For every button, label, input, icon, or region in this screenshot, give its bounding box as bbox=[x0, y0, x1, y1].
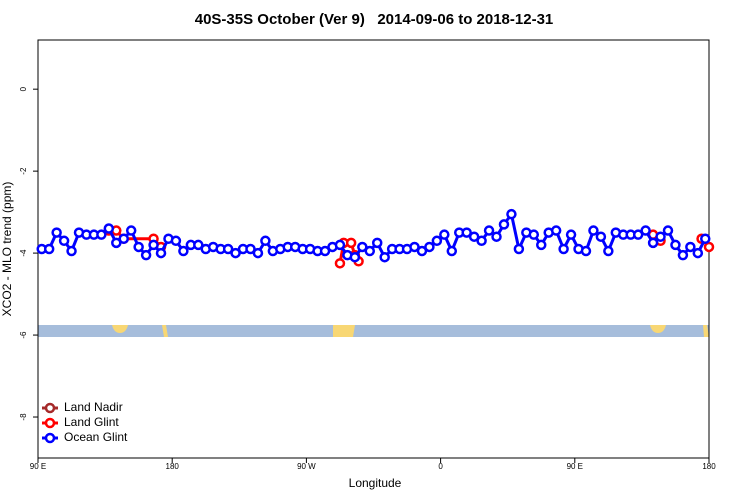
point bbox=[193, 239, 204, 251]
point bbox=[700, 233, 711, 245]
point bbox=[692, 247, 704, 259]
point bbox=[43, 243, 55, 255]
point bbox=[345, 237, 357, 249]
point bbox=[357, 241, 368, 253]
point bbox=[565, 229, 577, 240]
y-axis-label: XCO2 - MLO trend (ppm) bbox=[0, 182, 14, 317]
point bbox=[558, 243, 569, 255]
point bbox=[58, 235, 70, 247]
point bbox=[536, 239, 547, 251]
point bbox=[595, 231, 607, 242]
point bbox=[371, 237, 383, 249]
point bbox=[703, 241, 715, 253]
legend-marker bbox=[44, 402, 56, 414]
point bbox=[66, 245, 77, 257]
point bbox=[677, 249, 689, 261]
map-strip bbox=[38, 325, 709, 337]
point bbox=[528, 229, 540, 240]
point bbox=[550, 225, 562, 236]
point bbox=[178, 245, 189, 257]
chart-title: 40S-35S October (Ver 9) 2014-09-06 to 20… bbox=[195, 11, 554, 28]
point bbox=[506, 208, 517, 220]
point bbox=[409, 241, 420, 253]
point bbox=[647, 237, 659, 249]
legend-marker bbox=[44, 417, 56, 429]
point bbox=[446, 245, 458, 257]
point bbox=[483, 225, 495, 236]
point bbox=[334, 239, 346, 251]
x-tick-label: 90 W bbox=[297, 462, 316, 471]
point bbox=[245, 243, 256, 255]
point bbox=[118, 233, 129, 245]
point bbox=[349, 251, 361, 263]
point bbox=[685, 241, 696, 253]
point bbox=[603, 245, 614, 257]
legend-label: Land Nadir bbox=[64, 400, 123, 414]
point bbox=[424, 241, 435, 253]
point bbox=[513, 243, 525, 255]
point bbox=[125, 225, 137, 236]
point bbox=[170, 235, 182, 247]
y-tick-label: -2 bbox=[19, 167, 28, 175]
point bbox=[662, 225, 674, 236]
point bbox=[111, 237, 122, 249]
point bbox=[140, 249, 152, 261]
point bbox=[96, 229, 107, 240]
legend-label: Ocean Glint bbox=[64, 430, 128, 444]
point bbox=[319, 245, 331, 257]
x-tick-label: 180 bbox=[166, 462, 180, 471]
point bbox=[230, 247, 241, 259]
point bbox=[498, 219, 510, 230]
x-tick-label: 0 bbox=[438, 462, 443, 471]
point bbox=[439, 229, 450, 240]
x-axis-label: Longitude bbox=[349, 476, 402, 490]
point bbox=[155, 247, 167, 259]
point bbox=[468, 231, 480, 242]
point bbox=[670, 239, 681, 251]
point bbox=[580, 245, 592, 257]
point bbox=[364, 245, 376, 257]
y-tick-label: -4 bbox=[19, 249, 28, 257]
point bbox=[655, 231, 666, 242]
point bbox=[640, 225, 651, 236]
point bbox=[491, 231, 502, 242]
y-tick-label: -8 bbox=[19, 413, 28, 421]
point bbox=[260, 235, 271, 247]
y-tick-label: 0 bbox=[19, 86, 28, 91]
point bbox=[103, 223, 115, 234]
point bbox=[588, 225, 599, 236]
point bbox=[476, 235, 487, 247]
point bbox=[51, 227, 62, 238]
x-tick-label: 90 E bbox=[30, 462, 46, 471]
y-tick-label: -6 bbox=[19, 331, 28, 339]
point bbox=[379, 251, 390, 263]
point bbox=[252, 247, 264, 259]
point bbox=[222, 243, 234, 255]
point bbox=[632, 229, 644, 240]
x-tick-label: 90 E bbox=[567, 462, 583, 471]
point bbox=[431, 235, 443, 247]
x-tick-label: 180 bbox=[702, 462, 716, 471]
point bbox=[148, 239, 159, 251]
legend-label: Land Glint bbox=[64, 415, 119, 429]
point bbox=[416, 245, 428, 257]
point bbox=[334, 258, 346, 269]
point bbox=[461, 227, 472, 238]
legend-marker bbox=[44, 432, 56, 444]
point bbox=[133, 241, 144, 253]
